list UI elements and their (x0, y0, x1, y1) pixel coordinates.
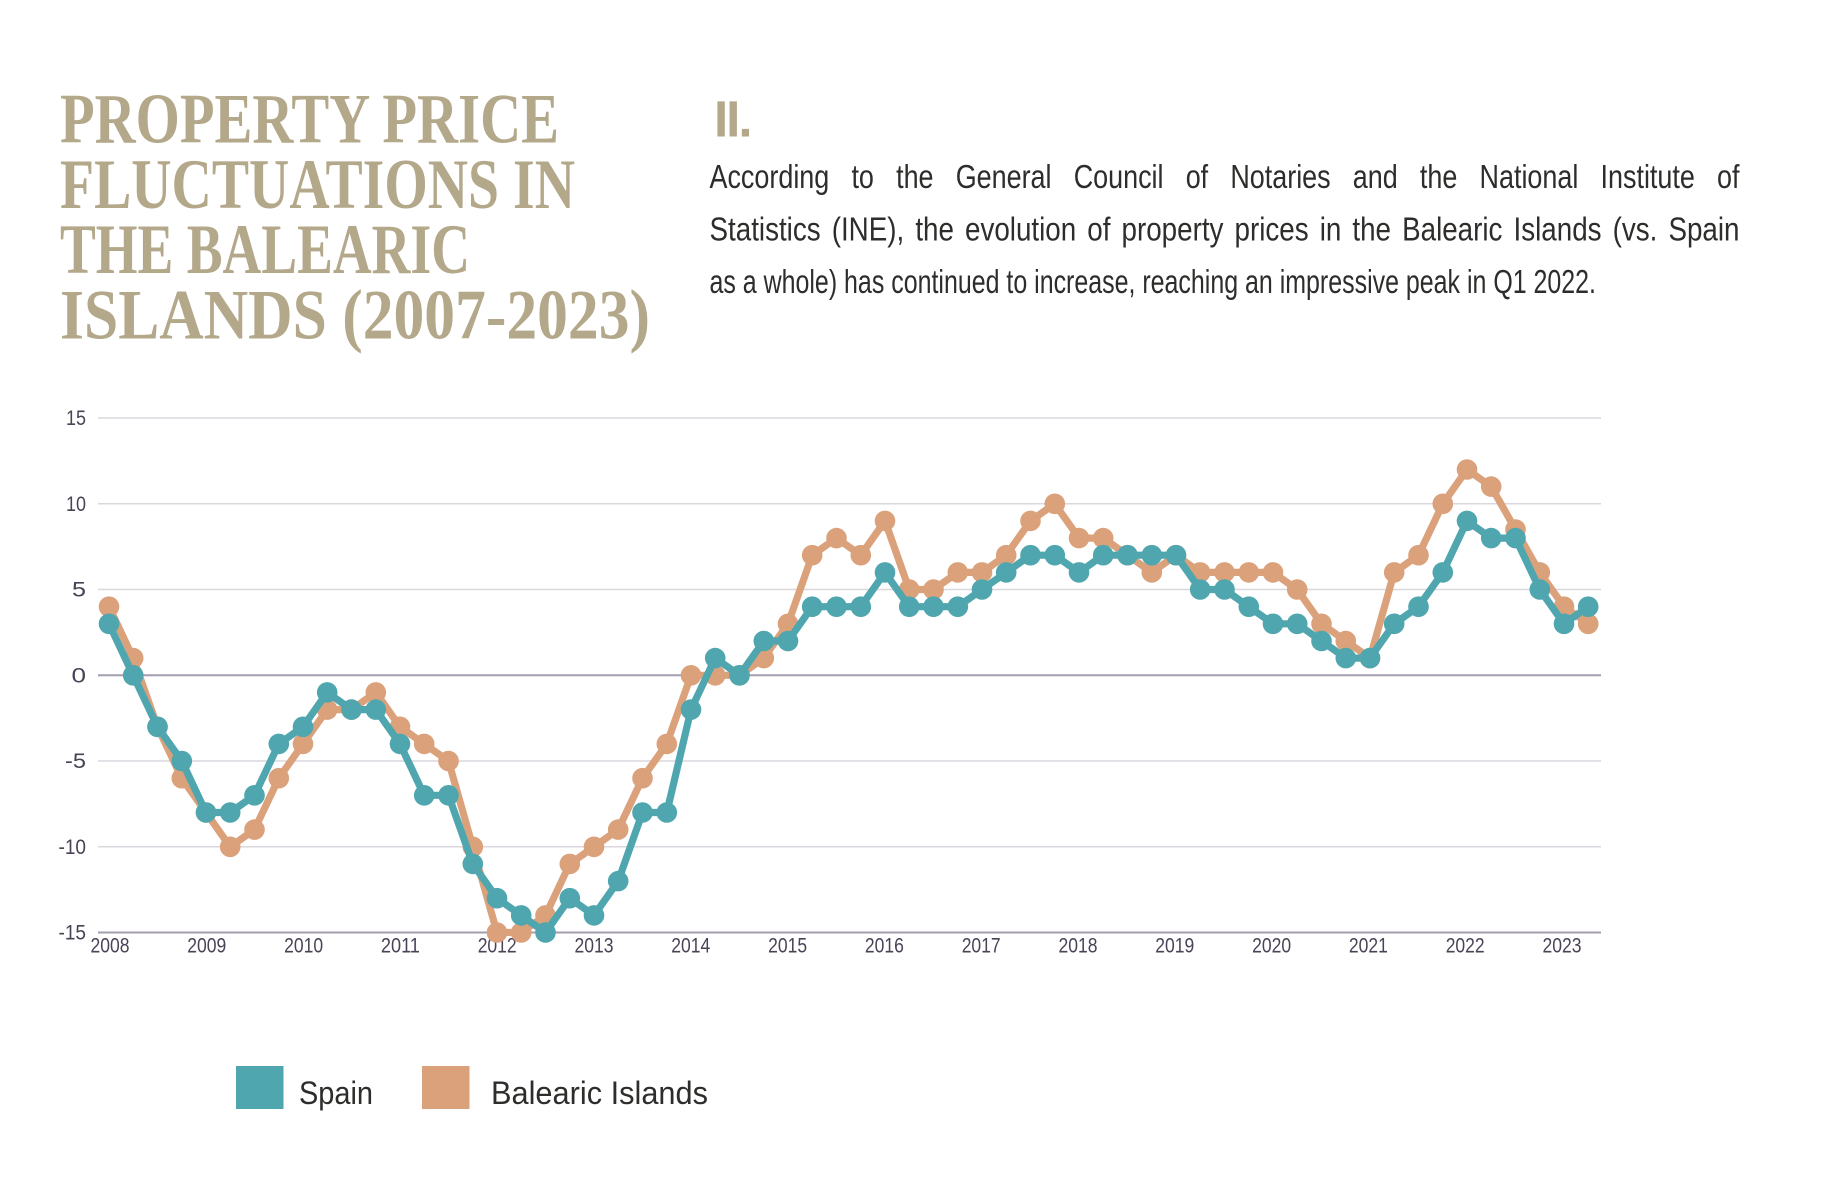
svg-text:2013: 2013 (575, 934, 614, 958)
svg-text:Statistics (INE), the evolutio: Statistics (INE), the evolution of prope… (710, 211, 1740, 248)
svg-text:-10: -10 (59, 836, 87, 859)
svg-text:II.: II. (714, 91, 751, 148)
svg-text:PROPERTY PRICE: PROPERTY PRICE (60, 81, 559, 159)
svg-text:2010: 2010 (284, 934, 323, 958)
svg-text:Balearic Islands: Balearic Islands (491, 1075, 708, 1111)
svg-text:10: 10 (66, 493, 86, 516)
svg-text:2022: 2022 (1446, 934, 1485, 958)
svg-text:2008: 2008 (91, 934, 130, 958)
svg-text:2011: 2011 (381, 934, 420, 958)
svg-text:According to the General Counc: According to the General Council of Nota… (710, 158, 1741, 195)
svg-text:FLUCTUATIONS IN: FLUCTUATIONS IN (60, 146, 575, 224)
svg-text:THE BALEARIC: THE BALEARIC (60, 211, 470, 289)
svg-text:2009: 2009 (187, 934, 226, 958)
svg-text:ISLANDS (2007-2023): ISLANDS (2007-2023) (60, 276, 650, 354)
svg-text:2014: 2014 (671, 934, 710, 958)
svg-text:2020: 2020 (1252, 934, 1291, 958)
svg-text:2017: 2017 (962, 934, 1001, 958)
svg-text:2021: 2021 (1349, 934, 1388, 958)
svg-text:2015: 2015 (768, 934, 807, 958)
svg-text:as a whole) has continued to i: as a whole) has continued to increase, r… (710, 263, 1597, 300)
svg-text:5: 5 (72, 579, 86, 602)
svg-text:-5: -5 (65, 750, 86, 773)
svg-text:0: 0 (72, 664, 87, 687)
svg-text:2019: 2019 (1155, 934, 1194, 958)
svg-text:2016: 2016 (865, 934, 904, 958)
svg-text:-15: -15 (59, 922, 87, 945)
svg-text:2023: 2023 (1543, 934, 1582, 958)
svg-text:2018: 2018 (1059, 934, 1098, 958)
svg-text:15: 15 (66, 407, 86, 430)
svg-text:Spain: Spain (299, 1075, 373, 1111)
